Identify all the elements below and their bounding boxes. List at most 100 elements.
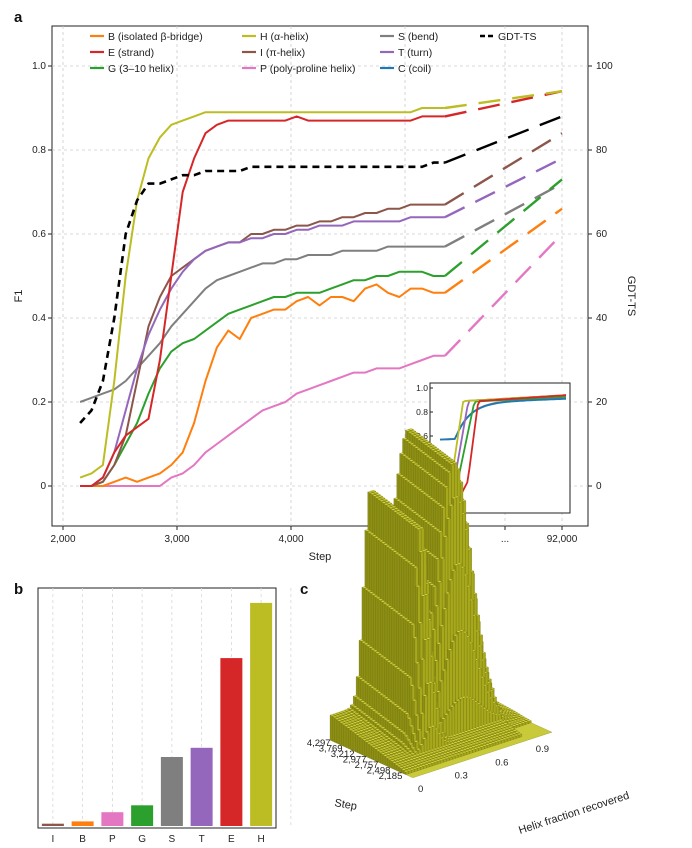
- series-extension-line: [444, 178, 563, 277]
- surface-side: [387, 758, 390, 768]
- legend-entry: C (coil): [398, 63, 431, 75]
- bar-category-label: B: [79, 834, 86, 845]
- bar-category-label: T: [199, 834, 205, 845]
- series-line: [80, 216, 445, 487]
- y-tick-label: 0.8: [32, 145, 46, 156]
- series-extension-line: [444, 233, 563, 357]
- step-tick-label: 2,498: [367, 765, 391, 776]
- surface-side: [364, 741, 367, 757]
- series-line: [80, 115, 445, 487]
- y-tick-label: 0: [40, 481, 46, 492]
- surface-side: [366, 742, 370, 759]
- y2-tick-label: 80: [596, 145, 608, 156]
- surface-side: [332, 716, 335, 743]
- y-axis-label: F1: [13, 290, 25, 303]
- surface-side: [380, 753, 384, 765]
- surface-side: [382, 755, 386, 766]
- surface-side: [378, 751, 381, 764]
- y2-tick-label: 60: [596, 229, 608, 240]
- series-extension-line: [444, 157, 563, 219]
- x-tick-label: ...: [501, 534, 509, 545]
- bar: [250, 602, 273, 826]
- surface-side: [350, 730, 354, 751]
- bar-plot-frame: [37, 587, 277, 829]
- y-tick-label: 1.0: [32, 61, 46, 72]
- x-tick-label: 92,000: [547, 534, 578, 545]
- legend: B (isolated β-bridge) E (strand) G (3–10 h…: [90, 31, 537, 75]
- series-extension-line: [444, 207, 563, 294]
- surface-side: [343, 725, 347, 748]
- step-tick-label: 2,977: [343, 754, 367, 765]
- surface-side: [385, 756, 388, 767]
- surface-side: [398, 767, 402, 773]
- fraction-tick-label: 0.3: [455, 771, 468, 782]
- inset-series-line: [439, 397, 567, 441]
- bar: [220, 658, 243, 826]
- series-extension-line: [444, 90, 563, 118]
- fraction-tick-label: 0.6: [495, 757, 508, 768]
- panel-label-b: b: [14, 581, 23, 598]
- step-tick-label: 3,212: [331, 749, 355, 760]
- bar: [41, 823, 64, 826]
- x-tick-label: 2,000: [50, 534, 75, 545]
- series-line: [80, 354, 445, 487]
- bar-category-label: I: [51, 834, 54, 845]
- legend-entry: E (strand): [108, 47, 154, 59]
- surface-side: [373, 748, 377, 762]
- inset-y-tick-label: 0.8: [416, 407, 428, 417]
- y2-tick-label: 0: [596, 481, 602, 492]
- x-tick-label: 4,000: [278, 534, 303, 545]
- surface-side: [348, 728, 351, 750]
- bar: [131, 805, 154, 826]
- bar: [160, 757, 183, 826]
- inset-y-tick-label: 1.0: [416, 383, 428, 393]
- surface-side: [355, 734, 358, 753]
- series-extension-line: [444, 115, 563, 164]
- surface-side: [341, 723, 344, 747]
- y-tick-label: 0.4: [32, 313, 46, 324]
- legend-entry: I (π-helix): [260, 47, 305, 59]
- bar: [71, 821, 94, 826]
- surface-side: [334, 718, 338, 744]
- surface-side: [401, 769, 404, 774]
- inset-y-tick-label: 0.6: [416, 431, 428, 441]
- legend-entry: GDT-TS: [498, 31, 537, 43]
- y-tick-label: 0.6: [32, 229, 46, 240]
- fraction-axis-label: Helix fraction recovered: [517, 790, 631, 837]
- series-line: [80, 283, 445, 487]
- panel-label-a: a: [14, 9, 23, 26]
- x-axis-label: Step: [309, 551, 332, 563]
- surface-side: [389, 760, 393, 769]
- surface-side: [362, 739, 365, 756]
- surface-side: [357, 735, 361, 754]
- step-axis-label: Step: [333, 797, 357, 813]
- surface-side: [391, 762, 395, 770]
- legend-entry: G (3–10 helix): [108, 63, 174, 75]
- fraction-tick-label: 0: [418, 784, 423, 795]
- legend-entry: T (turn): [398, 47, 432, 59]
- bar: [190, 747, 213, 826]
- legend-entry: H (α-helix): [260, 31, 309, 43]
- surface-side: [396, 765, 400, 772]
- step-tick-label: 2,185: [379, 771, 403, 782]
- panel-label-c: c: [300, 581, 308, 598]
- y2-tick-label: 20: [596, 397, 608, 408]
- legend-entry: P (poly-proline helix): [260, 63, 356, 75]
- surface-side: [394, 763, 397, 771]
- surface-side: [371, 746, 374, 761]
- surface-side: [336, 720, 340, 745]
- surface-side: [359, 737, 363, 755]
- bar: [101, 812, 124, 826]
- surface-side: [345, 727, 349, 749]
- y2-tick-label: 40: [596, 313, 608, 324]
- legend-entry: S (bend): [398, 31, 438, 43]
- surface-side: [375, 749, 379, 763]
- legend-entry: B (isolated β-bridge): [108, 31, 203, 43]
- surface-side: [403, 770, 407, 775]
- series-extension-line: [444, 90, 563, 110]
- series-line: [80, 203, 445, 487]
